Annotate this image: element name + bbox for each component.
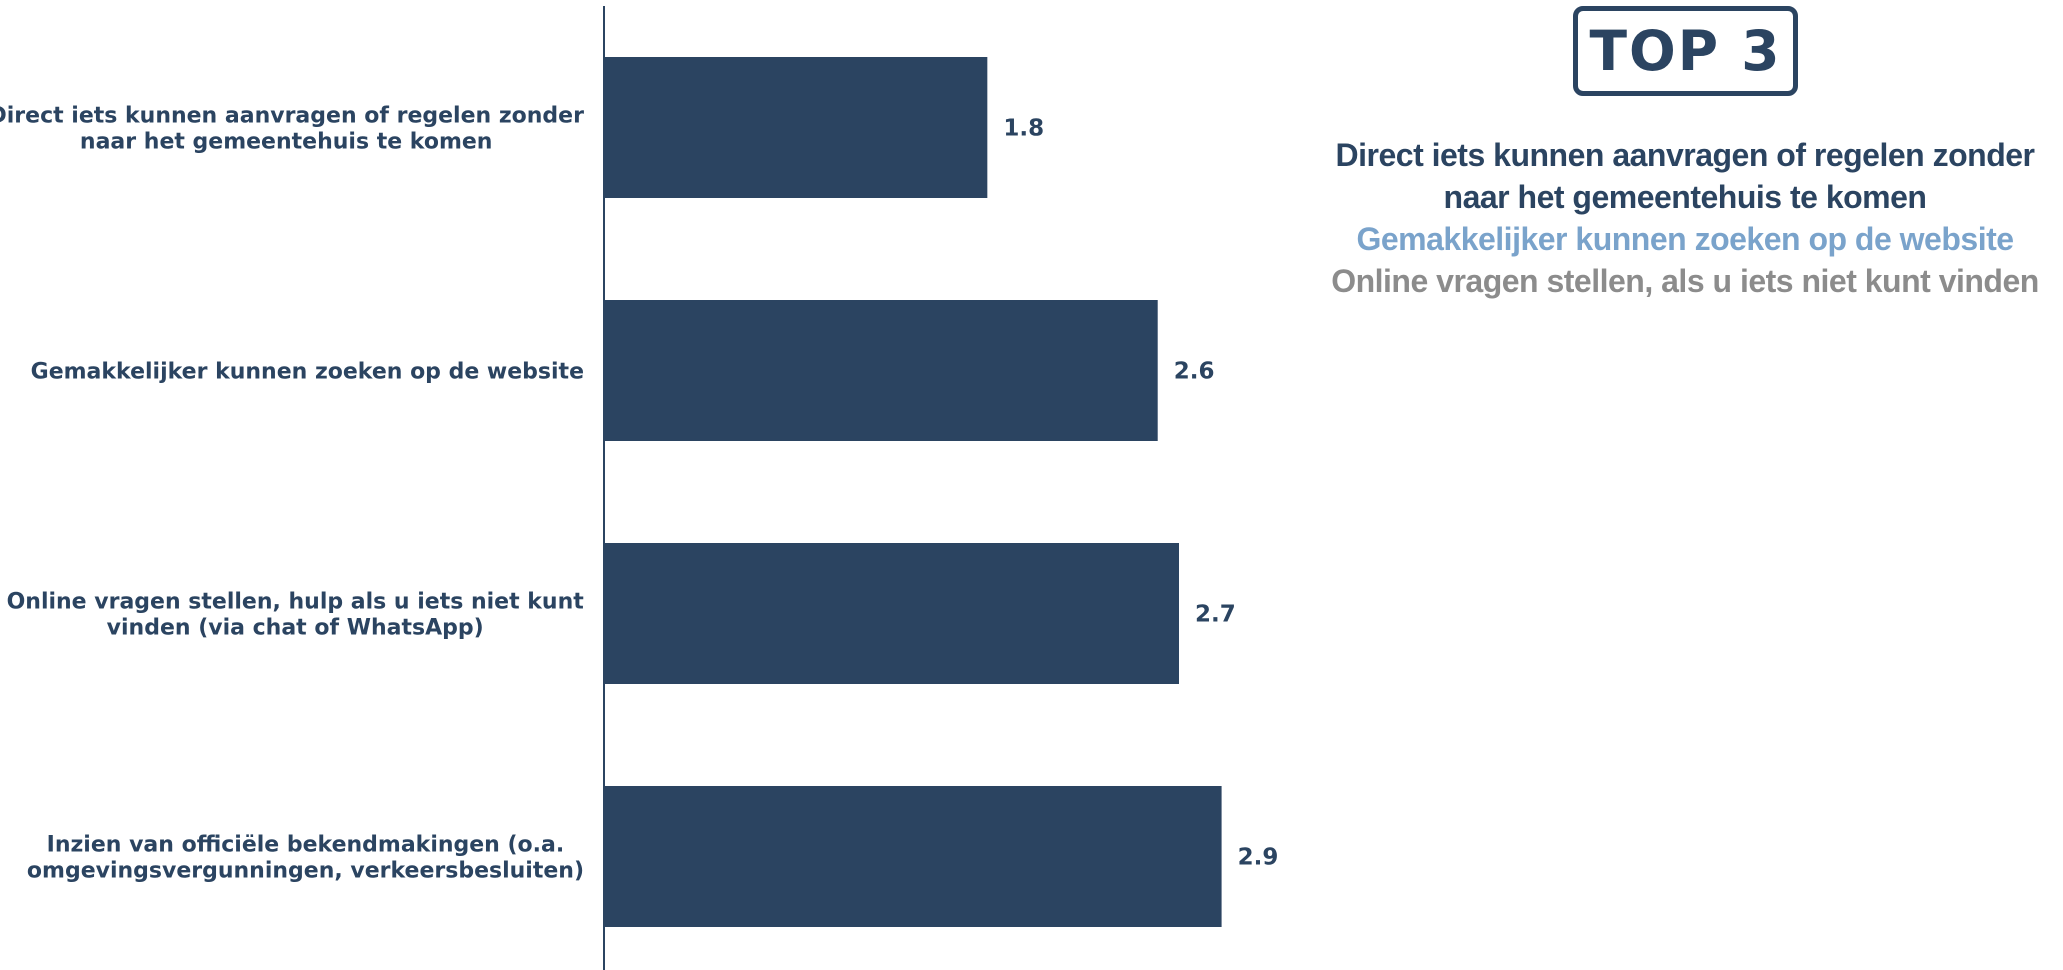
category-label-1: Direct iets kunnen aanvragen of regelen … [0, 104, 584, 155]
top3-item-2: Gemakkelijker kunnen zoeken op de websit… [1356, 221, 2014, 257]
value-label-1: 1.8 [1003, 116, 1044, 142]
top3-item-1: Direct iets kunnen aanvragen of regelen … [1335, 137, 2035, 215]
category-label-2: Gemakkelijker kunnen zoeken op de websit… [31, 360, 584, 385]
top3-item-3: Online vragen stellen, als u iets niet k… [1331, 263, 2039, 299]
value-label-2: 2.6 [1174, 359, 1215, 385]
bar-4 [604, 786, 1222, 927]
category-label-3: Online vragen stellen, hulp als u iets n… [7, 590, 585, 641]
top3-list: Direct iets kunnen aanvragen of regelen … [1285, 134, 2063, 302]
bar-1 [604, 57, 988, 198]
bar-2 [604, 300, 1158, 441]
bar-3 [604, 543, 1179, 684]
value-label-4: 2.9 [1238, 845, 1279, 871]
value-label-3: 2.7 [1195, 602, 1236, 628]
category-label-4: Inzien van officiële bekendmakingen (o.a… [27, 833, 584, 884]
top3-badge: TOP 3 [1573, 6, 1798, 96]
